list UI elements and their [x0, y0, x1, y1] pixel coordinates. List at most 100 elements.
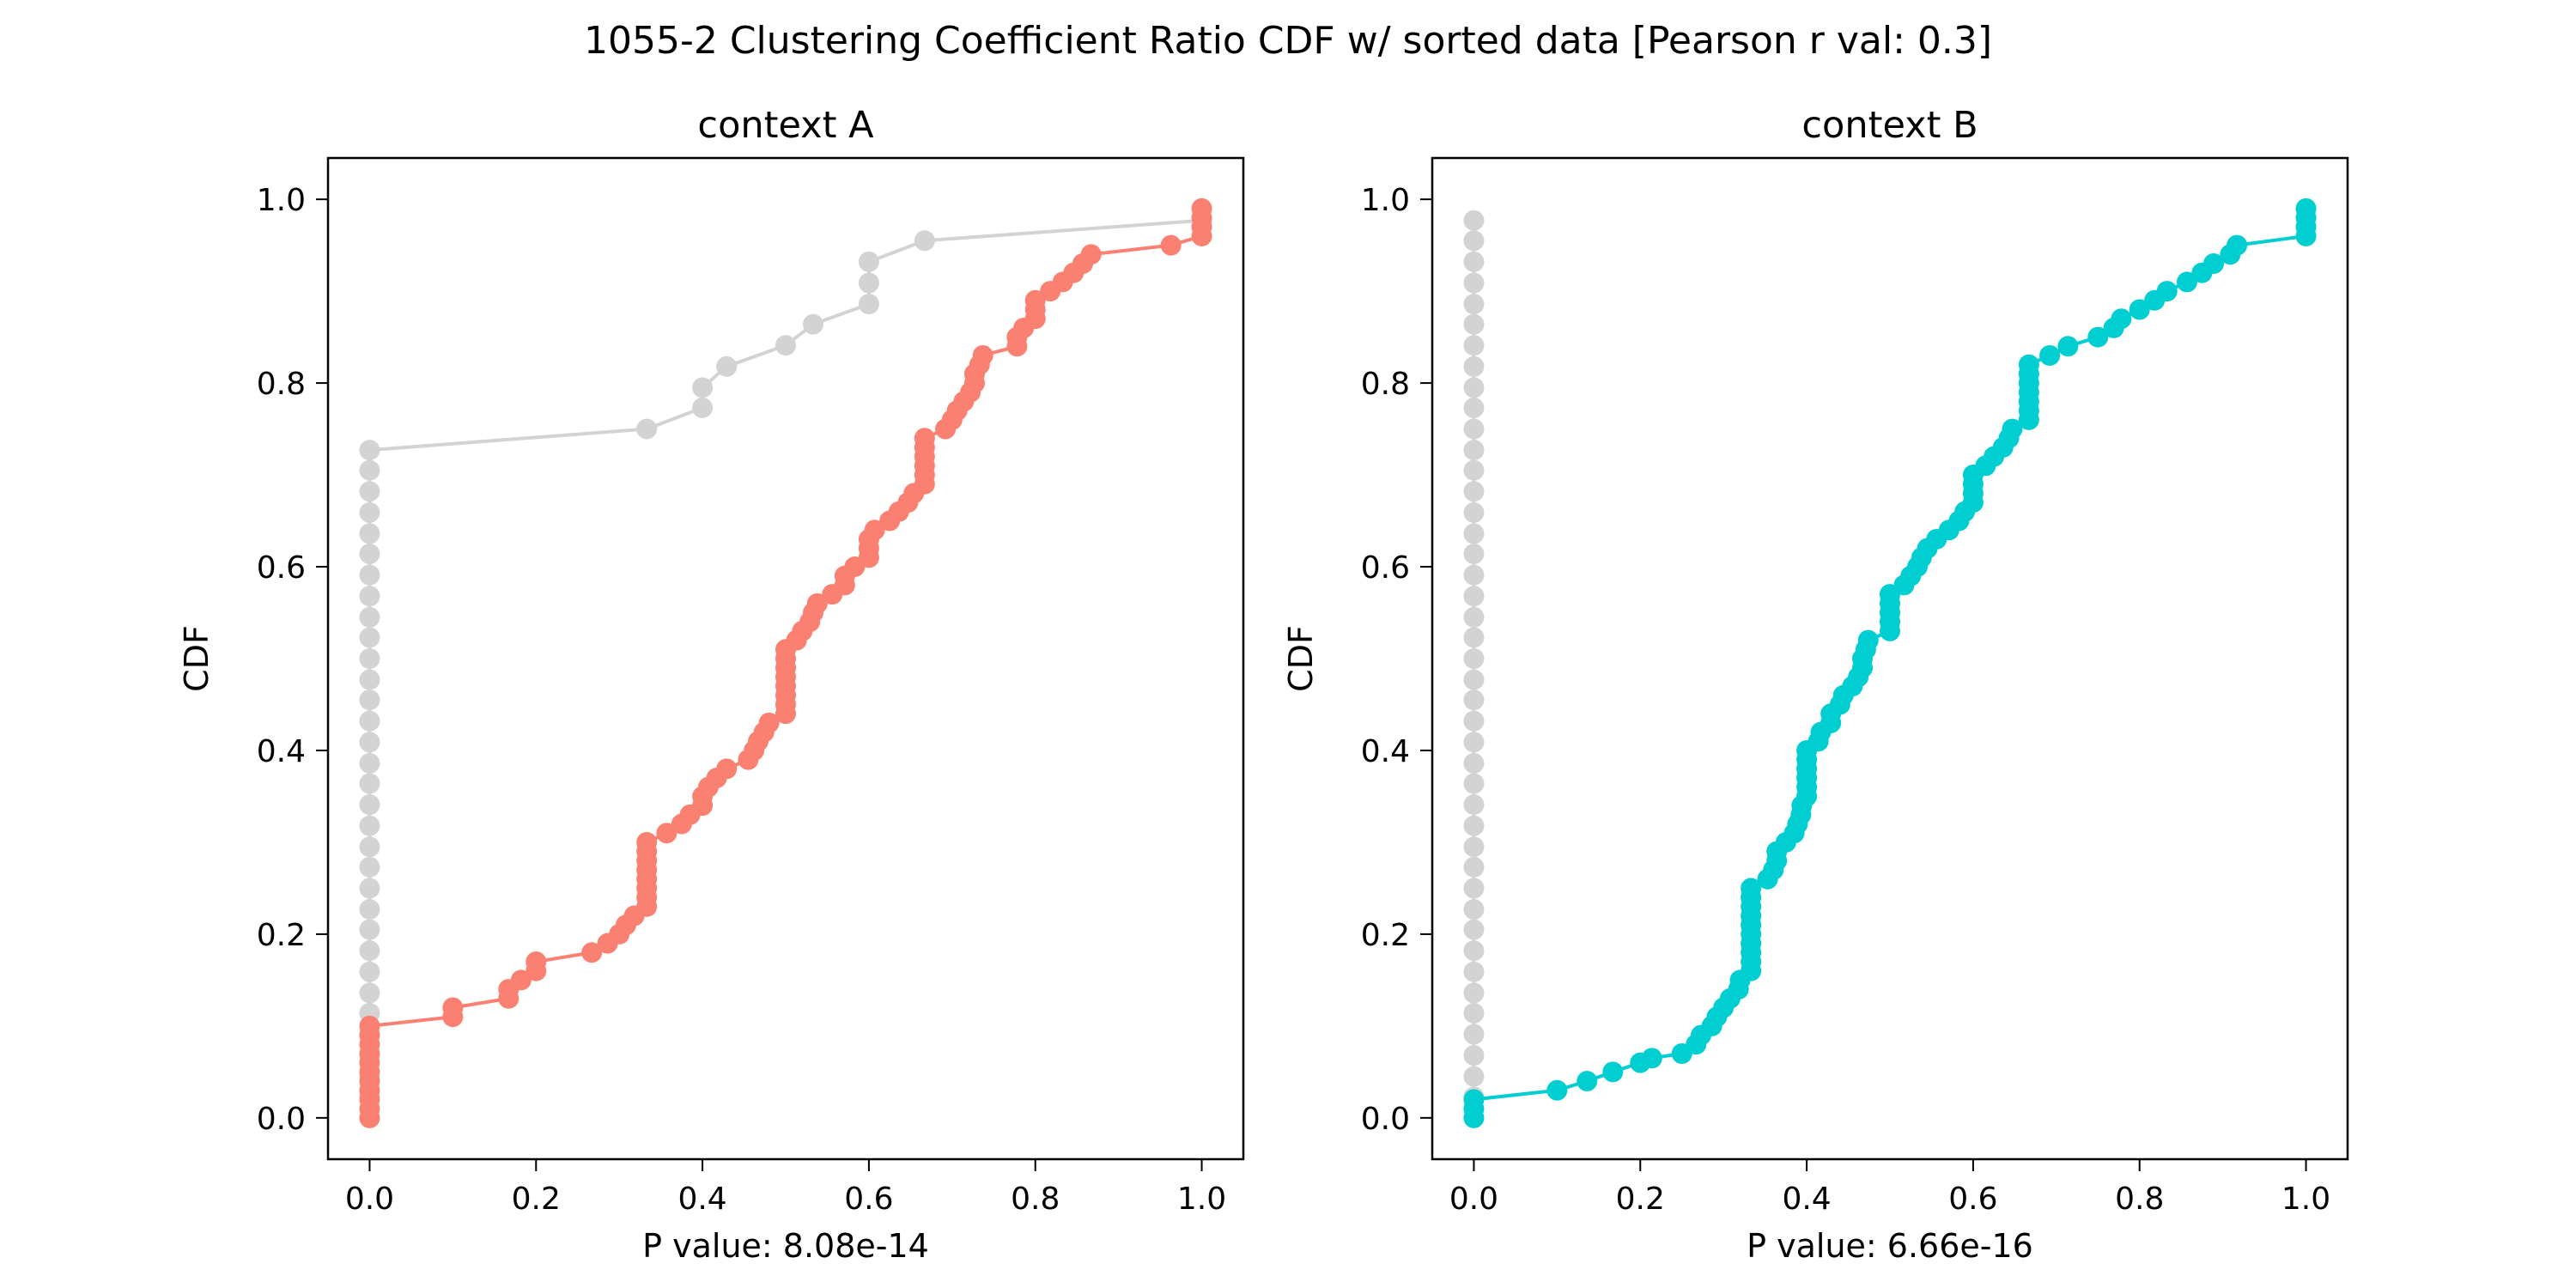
data-point — [1463, 564, 1485, 586]
plot-area — [359, 197, 1212, 1128]
data-point — [1463, 1002, 1485, 1024]
data-point — [2057, 336, 2079, 357]
data-point — [359, 710, 380, 732]
data-point — [692, 377, 714, 398]
x-tick-label: 0.8 — [2115, 1182, 2164, 1217]
data-point — [716, 355, 738, 377]
data-point — [359, 794, 380, 816]
data-point — [359, 836, 380, 858]
data-point — [359, 669, 380, 690]
data-point — [1160, 234, 1182, 256]
data-point — [1463, 773, 1485, 794]
data-point — [359, 648, 380, 669]
x-tick-label: 0.6 — [1948, 1182, 1997, 1217]
data-point — [1463, 459, 1485, 481]
y-tick-label: 0.6 — [257, 550, 306, 586]
data-point — [359, 481, 380, 502]
y-tick-label: 1.0 — [1361, 183, 1410, 218]
x-tick-label: 0.0 — [1449, 1182, 1498, 1217]
data-point — [359, 815, 380, 836]
data-point — [2018, 354, 2039, 375]
data-point — [359, 564, 380, 586]
y-tick-label: 0.2 — [257, 918, 306, 953]
data-point — [359, 773, 380, 794]
chart-panel-2: 0.0 0.2 0.4 0.6 0.8 1.0 0.0 0.2 0.4 0.6 0.8 1.0 cont… — [1282, 104, 2349, 1265]
data-point — [1463, 418, 1485, 440]
data-point — [442, 997, 464, 1018]
data-point — [1463, 710, 1485, 732]
data-point — [359, 899, 380, 920]
data-point — [1463, 627, 1485, 648]
data-point — [656, 823, 677, 844]
data-point — [1463, 648, 1485, 669]
data-point — [2002, 418, 2023, 440]
data-point — [1463, 982, 1485, 1004]
x-tick-label: 0.2 — [512, 1182, 561, 1217]
y-axis-label: CDF — [178, 625, 216, 692]
data-point — [1463, 836, 1485, 858]
x-tick-label: 0.0 — [345, 1182, 394, 1217]
data-point — [1463, 397, 1485, 418]
data-point — [1463, 294, 1485, 315]
data-point — [1546, 1079, 1568, 1101]
data-point — [359, 606, 380, 628]
data-point — [359, 732, 380, 753]
data-point — [1463, 752, 1485, 774]
data-point — [636, 831, 658, 853]
data-point — [359, 627, 380, 648]
x-tick-label: 1.0 — [2281, 1182, 2330, 1217]
data-point — [2227, 234, 2248, 256]
data-point — [1080, 244, 1102, 265]
data-point — [1463, 815, 1485, 836]
y-tick-label: 0.8 — [1361, 367, 1410, 402]
data-point — [1463, 669, 1485, 690]
data-point — [1463, 440, 1485, 461]
data-point — [1463, 1024, 1485, 1045]
data-point — [1463, 335, 1485, 356]
data-point — [2039, 344, 2061, 366]
x-axis-label: P value: 8.08e-14 — [642, 1227, 929, 1265]
panel-title: context B — [1801, 104, 1978, 147]
y-tick-label: 0.0 — [257, 1102, 306, 1137]
data-point — [359, 919, 380, 940]
data-point — [1857, 629, 1879, 651]
data-point — [526, 951, 547, 973]
data-point — [716, 758, 738, 780]
data-point — [2129, 299, 2150, 320]
data-point — [1463, 732, 1485, 753]
y-tick-label: 0.6 — [1361, 550, 1410, 586]
data-point — [1463, 501, 1485, 523]
data-point — [1463, 251, 1485, 272]
data-point — [1577, 1071, 1598, 1092]
data-point — [1463, 272, 1485, 294]
data-point — [1641, 1048, 1662, 1069]
data-point — [1191, 197, 1212, 219]
data-point — [2111, 308, 2132, 330]
data-point — [359, 940, 380, 962]
data-point — [2202, 253, 2224, 275]
data-point — [1463, 586, 1485, 607]
y-axis-label: CDF — [1282, 625, 1320, 692]
x-tick-label: 0.4 — [677, 1182, 726, 1217]
data-point — [1463, 690, 1485, 711]
data-point — [1463, 377, 1485, 398]
data-point — [2176, 271, 2197, 293]
data-point — [359, 459, 380, 481]
data-point — [359, 544, 380, 565]
y-tick-label: 0.8 — [257, 367, 306, 402]
data-point — [581, 942, 603, 963]
data-point — [1463, 355, 1485, 377]
data-point — [359, 982, 380, 1004]
data-point — [1463, 1045, 1485, 1066]
data-point — [692, 397, 714, 418]
x-tick-label: 0.4 — [1782, 1182, 1831, 1217]
x-tick-label: 1.0 — [1177, 1182, 1226, 1217]
chart-panel-1: 0.0 0.2 0.4 0.6 0.8 1.0 0.0 0.2 0.4 0.6 0.8 1.0 cont… — [178, 104, 1245, 1265]
data-point — [1463, 523, 1485, 544]
data-point — [1602, 1061, 1624, 1083]
data-point — [1463, 210, 1485, 231]
data-point — [1463, 606, 1485, 628]
data-point — [359, 501, 380, 523]
data-point — [359, 1015, 380, 1036]
